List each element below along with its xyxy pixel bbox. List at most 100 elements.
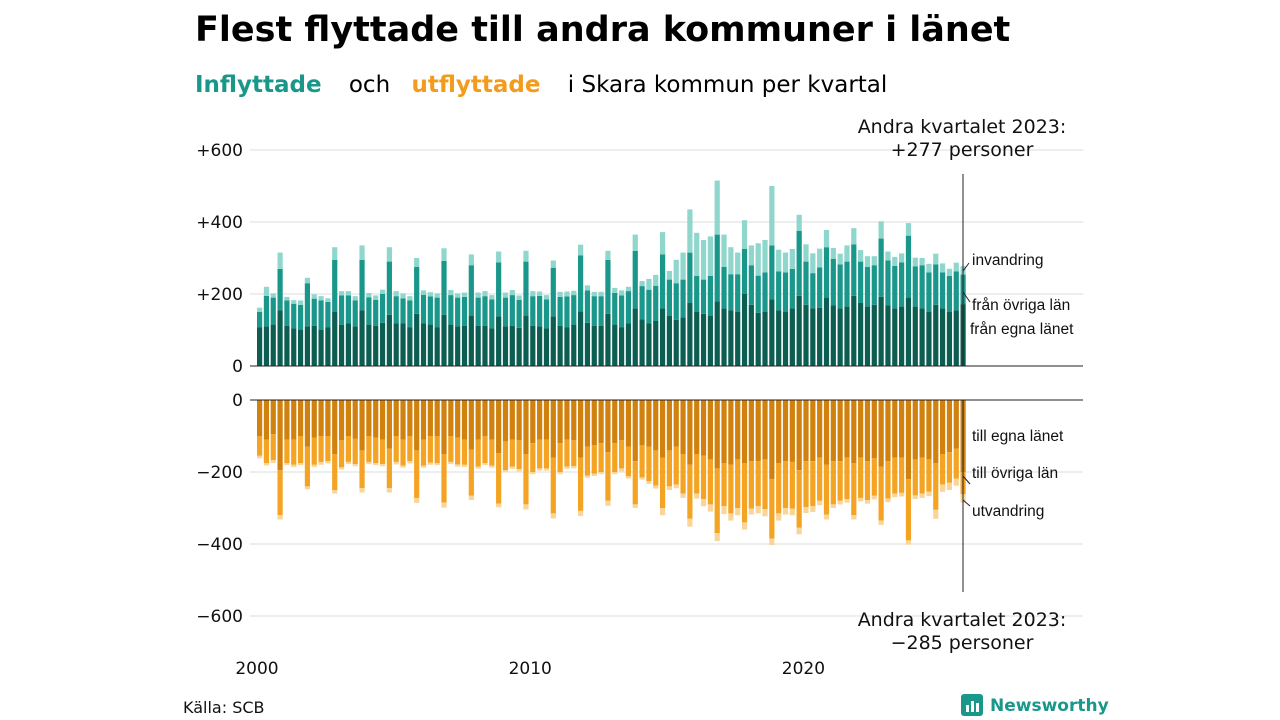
inflow-bar-egna bbox=[912, 306, 918, 366]
outflow-bar-ovriga bbox=[953, 448, 959, 479]
inflow-bar-invandring bbox=[325, 298, 331, 302]
outflow-bar-utvandring bbox=[543, 468, 550, 471]
outflow-bar-utvandring bbox=[830, 504, 836, 508]
outflow-bar-egna bbox=[837, 400, 843, 462]
outflow-bar-utvandring bbox=[919, 493, 925, 498]
outflow-bar-ovriga bbox=[434, 436, 440, 463]
inflow-bar-egna bbox=[844, 306, 850, 366]
inflow-bar-invandring bbox=[817, 248, 823, 268]
inflow-bar-ovriga bbox=[940, 272, 946, 309]
inflow-bar-ovriga bbox=[748, 265, 754, 305]
outflow-bar-egna bbox=[741, 400, 748, 463]
inflow-bar-invandring bbox=[940, 263, 946, 273]
outflow-bar-ovriga bbox=[270, 434, 276, 461]
outflow-bar-egna bbox=[605, 400, 611, 453]
outflow-bar-egna bbox=[359, 400, 365, 451]
outflow-bar-ovriga bbox=[680, 454, 686, 494]
inflow-bar-invandring bbox=[427, 292, 433, 297]
inflow-bar-ovriga bbox=[755, 275, 761, 313]
outflow-bar-utvandring bbox=[721, 506, 727, 515]
inflow-bar-ovriga bbox=[659, 254, 666, 309]
inflow-bar-ovriga bbox=[789, 268, 795, 309]
inflow-bar-invandring bbox=[694, 232, 700, 276]
outflow-bar-egna bbox=[912, 400, 918, 460]
inflow-bar-ovriga bbox=[509, 295, 515, 326]
inflow-bar-invandring bbox=[530, 291, 536, 297]
outflow-bar-ovriga bbox=[885, 461, 891, 499]
inflow-bar-invandring bbox=[332, 247, 338, 260]
outflow-bar-utvandring bbox=[789, 508, 795, 516]
inflow-bar-egna bbox=[297, 330, 304, 366]
inflow-bar-invandring bbox=[550, 260, 556, 268]
inflow-bar-invandring bbox=[489, 295, 495, 300]
inflow-bar-ovriga bbox=[714, 234, 720, 302]
y-tick-label: −600 bbox=[196, 607, 243, 627]
inflow-bar-ovriga bbox=[537, 295, 543, 327]
outflow-bar-ovriga bbox=[468, 449, 474, 496]
inflow-bar-egna bbox=[373, 325, 379, 366]
inflow-bar-ovriga bbox=[817, 267, 823, 308]
inflow-bar-invandring bbox=[844, 245, 850, 262]
inflow-bar-invandring bbox=[509, 290, 515, 296]
outflow-bar-ovriga bbox=[489, 439, 495, 466]
outflow-bar-utvandring bbox=[291, 464, 297, 467]
outflow-bar-utvandring bbox=[707, 504, 713, 512]
inflow-bar-ovriga bbox=[926, 272, 932, 312]
top-callout-line2: +277 personer bbox=[891, 139, 1034, 161]
outflow-bar-utvandring bbox=[338, 467, 345, 470]
newsworthy-logo[interactable]: Newsworthy bbox=[961, 694, 1109, 716]
outflow-bar-egna bbox=[537, 400, 543, 440]
inflow-bar-ovriga bbox=[864, 267, 871, 307]
inflow-bar-ovriga bbox=[646, 289, 652, 324]
outflow-bar-ovriga bbox=[728, 464, 734, 514]
inflow-bar-ovriga bbox=[844, 261, 850, 307]
outflow-bar-ovriga bbox=[543, 439, 550, 469]
inflow-bar-egna bbox=[338, 324, 345, 366]
inflow-bar-invandring bbox=[933, 253, 939, 265]
outflow-bar-egna bbox=[789, 400, 795, 462]
outflow-bar-egna bbox=[878, 400, 884, 467]
outflow-bar-utvandring bbox=[489, 465, 495, 468]
inflow-bar-egna bbox=[318, 330, 324, 366]
inflow-bar-egna bbox=[830, 305, 836, 366]
inflow-bar-ovriga bbox=[393, 296, 399, 324]
bottom-callout-line2: −285 personer bbox=[891, 632, 1034, 654]
inflow-bar-ovriga bbox=[728, 274, 734, 311]
outflow-bar-ovriga bbox=[612, 443, 618, 472]
outflow-bar-utvandring bbox=[940, 484, 946, 492]
outflow-bar-ovriga bbox=[441, 454, 447, 503]
outflow-bar-egna bbox=[769, 400, 775, 480]
outflow-bar-ovriga bbox=[837, 461, 843, 501]
inflow-bar-egna bbox=[618, 327, 625, 366]
outflow-bar-egna bbox=[557, 400, 563, 444]
inflow-bar-egna bbox=[769, 299, 775, 366]
outflow-bar-ovriga bbox=[325, 436, 331, 462]
outflow-bar-egna bbox=[427, 400, 433, 436]
inflow-bar-ovriga bbox=[379, 294, 386, 323]
outflow-bar-ovriga bbox=[393, 436, 399, 462]
inflow-bar-invandring bbox=[373, 295, 379, 300]
outflow-bar-ovriga bbox=[700, 455, 707, 499]
outflow-bar-egna bbox=[352, 400, 358, 439]
inflow-bar-invandring bbox=[407, 296, 413, 301]
outflow-bar-ovriga bbox=[871, 458, 877, 496]
inflow-bar-egna bbox=[571, 324, 577, 366]
outflow-bar-utvandring bbox=[564, 466, 570, 469]
outflow-bar-utvandring bbox=[755, 506, 761, 514]
inflow-bar-egna bbox=[899, 306, 905, 366]
inflow-bar-invandring bbox=[448, 290, 454, 296]
outflow-bar-egna bbox=[489, 400, 495, 440]
outflow-bar-ovriga bbox=[926, 459, 932, 492]
inflow-bar-egna bbox=[345, 323, 351, 366]
outflow-bar-egna bbox=[325, 400, 331, 436]
inflow-bar-egna bbox=[878, 296, 884, 366]
outflow-bar-utvandring bbox=[393, 461, 399, 465]
outflow-bar-ovriga bbox=[899, 457, 905, 493]
outflow-bar-egna bbox=[933, 400, 939, 463]
inflow-bar-ovriga bbox=[858, 261, 864, 303]
inflow-bar-egna bbox=[564, 327, 570, 366]
outflow-bar-egna bbox=[571, 400, 577, 441]
inflow-bar-ovriga bbox=[434, 297, 440, 328]
inflow-bar-invandring bbox=[776, 249, 782, 272]
inflow-bar-ovriga bbox=[284, 300, 290, 326]
